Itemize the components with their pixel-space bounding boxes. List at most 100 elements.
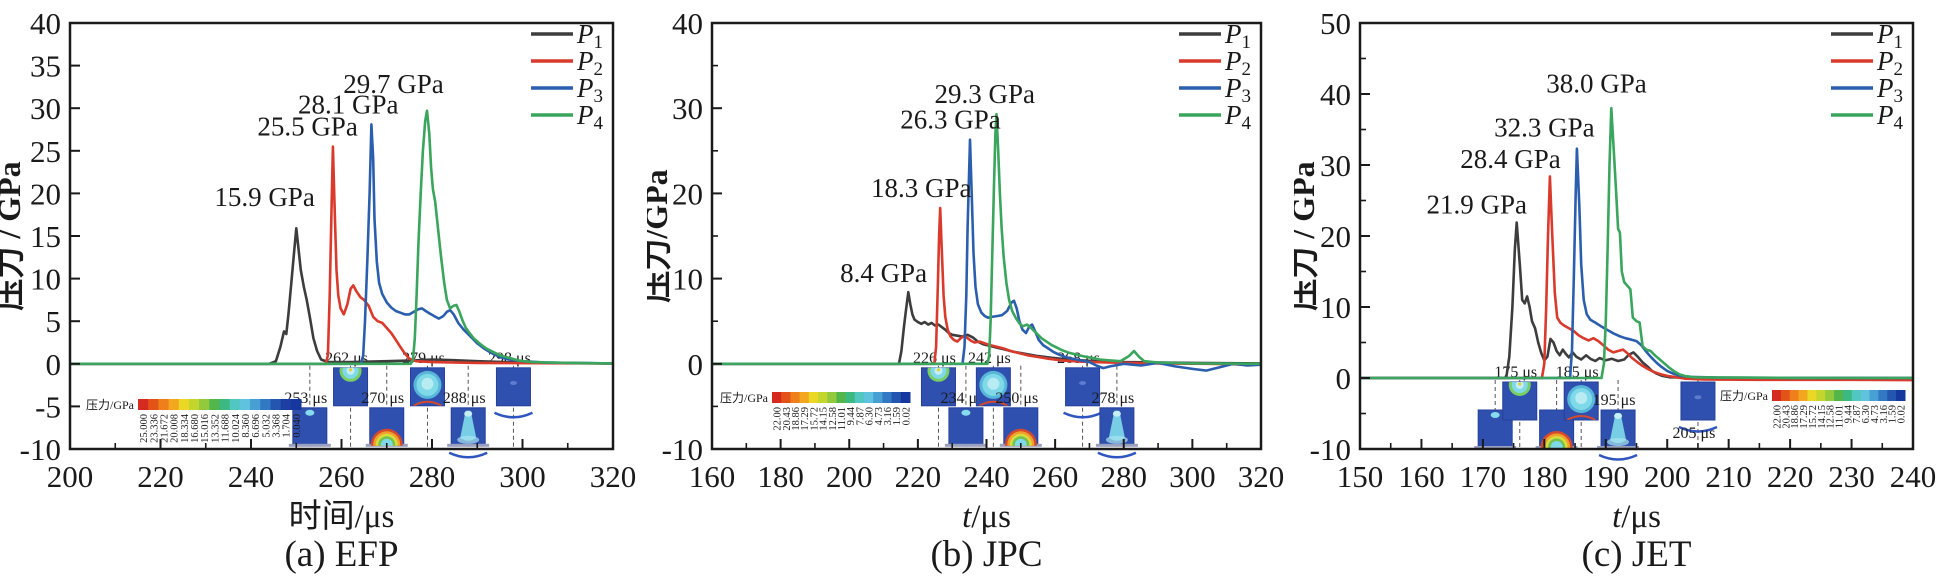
legend-label-P2: P2	[576, 46, 603, 80]
colorbar-tick-label: 11.688	[221, 414, 232, 443]
series-P4-curve	[70, 109, 614, 366]
inset-stand	[1597, 446, 1640, 449]
colorbar-segment	[882, 392, 893, 403]
colorbar-segment	[864, 392, 874, 403]
peak-annotation: 28.4 GPa	[1460, 144, 1561, 174]
colorbar-segment	[891, 392, 902, 403]
colorbar-segment	[836, 392, 847, 403]
colorbar-tick-label: 20.008	[170, 414, 181, 443]
colorbar-segment	[808, 392, 819, 403]
inset-time-label: 250 μs	[995, 390, 1038, 407]
colorbar-tick-label: 14.15	[1817, 405, 1828, 429]
series-P1-curve	[1360, 221, 1914, 380]
colorbar-segment	[799, 392, 810, 403]
colorbar-segment	[270, 399, 282, 410]
colorbar-tick-label: 6.30	[865, 407, 876, 425]
x-axis-title: 时间/μs	[289, 499, 395, 535]
colorbar-segment	[219, 399, 231, 410]
x-axis-tick-label: 180	[757, 459, 804, 494]
inset-base	[1680, 381, 1716, 421]
x-axis-tick-label: 320	[1238, 459, 1285, 494]
colorbar-tick-label: 25.000	[139, 414, 150, 443]
inset-plate-curve	[1097, 451, 1137, 459]
colorbar-segment	[138, 399, 149, 410]
x-axis-tick-label: 210	[1705, 459, 1752, 494]
x-axis-title: t/μs	[962, 499, 1011, 535]
y-axis-tick-label: 10	[1320, 290, 1351, 325]
inset-plate-curve	[448, 451, 488, 459]
peak-annotation: 21.9 GPa	[1426, 189, 1527, 219]
chart-caption: (c) JET	[1582, 534, 1692, 575]
colorbar-segment	[1816, 390, 1826, 401]
colorbar-segment	[1825, 390, 1835, 401]
y-axis-title: 压力 / GPa	[0, 161, 27, 310]
colorbar-segment	[1896, 390, 1906, 401]
y-axis-tick-label: 30	[1320, 148, 1351, 183]
colorbar-segment	[250, 399, 261, 410]
colorbar-segment	[178, 399, 190, 410]
colorbar-tick-label: 14.15	[819, 407, 830, 431]
inset-plate-curve	[1598, 453, 1638, 461]
peak-annotation: 15.9 GPa	[214, 182, 315, 212]
legend-label-P1: P1	[1876, 19, 1903, 53]
y-axis-tick-label: 10	[672, 262, 703, 297]
y-axis-tick-label: 35	[30, 49, 61, 84]
colorbar-segment	[1789, 390, 1800, 401]
colorbar-segment	[900, 392, 911, 403]
legend-label-P1: P1	[1224, 19, 1251, 53]
inset-time-label: 205 μs	[1673, 425, 1716, 442]
colorbar-title: 压力/GPa	[720, 391, 769, 405]
colorbar-segment	[845, 392, 856, 403]
series-P1-curve	[70, 227, 614, 366]
peak-annotation: 26.3 GPa	[900, 105, 1001, 135]
inset-plate-curve	[1678, 425, 1718, 433]
legend-label-P4: P4	[1224, 100, 1252, 134]
series-P4-curve	[712, 112, 1262, 366]
colorbar: 压力/GPa22.0020.4318.8617.2915.7214.1512.5…	[1720, 389, 1908, 429]
inset-thumbnail: 195 μs	[1593, 380, 1640, 461]
axis-frame	[1358, 21, 1915, 451]
inset-thumbnail: 298 μs	[488, 350, 533, 447]
x-axis-tick-label: 280	[409, 459, 456, 494]
y-axis-tick-label: 10	[30, 262, 61, 297]
colorbar-segment	[1834, 390, 1844, 401]
peak-annotation: 25.5 GPa	[257, 111, 358, 141]
colorbar-segment	[290, 399, 302, 410]
colorbar-tick-label: 10.024	[231, 413, 242, 443]
colorbar-segment	[209, 399, 220, 410]
colorbar-tick-label: 5.032	[261, 414, 272, 438]
colorbar-segment	[158, 399, 170, 410]
colorbar-tick-label: 23.336	[149, 414, 160, 443]
inset-thumbnail: 278 μs	[1091, 365, 1138, 459]
inset-thumbnail: 242 μs	[968, 350, 1011, 447]
colorbar-tick-label: 15.72	[1808, 405, 1819, 429]
inset-time-label: 288 μs	[443, 390, 486, 407]
y-axis-tick-label: 0	[46, 347, 62, 382]
colorbar-segment	[199, 399, 210, 410]
x-axis-tick-label: 190	[1583, 459, 1630, 494]
x-axis-tick-label: 240	[228, 459, 275, 494]
colorbar-tick-label: 4.73	[874, 407, 885, 425]
colorbar-tick-label: 6.30	[1861, 405, 1872, 423]
peak-annotation: 29.7 GPa	[343, 69, 444, 99]
x-axis-tick-label: 200	[47, 459, 94, 494]
colorbar-segment	[1851, 390, 1862, 401]
colorbar-tick-label: 9.44	[1843, 404, 1854, 423]
axis-frame	[710, 21, 1263, 451]
x-axis-title: t/μs	[1612, 499, 1661, 535]
y-axis-title: 压力/GPa	[647, 169, 674, 302]
colorbar-segment	[1798, 390, 1808, 401]
y-axis-tick-label: 40	[30, 6, 61, 41]
colorbar-segment	[1780, 390, 1791, 401]
legend-label-P2: P2	[1876, 46, 1903, 80]
colorbar-segment	[1807, 390, 1817, 401]
colorbar-tick-label: 13.352	[210, 414, 221, 443]
colorbar-segment	[1772, 390, 1782, 401]
colorbar-segment	[781, 392, 791, 403]
inset-plate-curve	[493, 411, 533, 419]
